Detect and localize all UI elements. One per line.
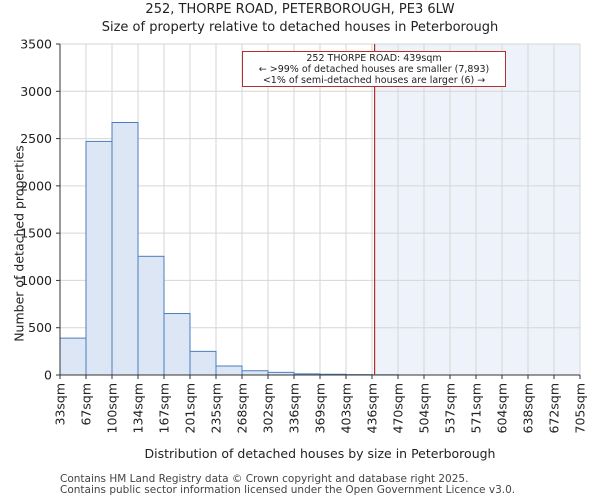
marker-annotation: 252 THORPE ROAD: 439sqm ← >99% of detach… — [242, 51, 506, 87]
y-tick-label: 500 — [28, 320, 52, 335]
histogram-bar — [163, 313, 191, 376]
x-tick-label: 100sqm — [105, 383, 120, 433]
y-tick-label: 3000 — [20, 84, 52, 99]
x-tick-label: 672sqm — [547, 383, 562, 433]
y-tick-label: 2500 — [20, 131, 52, 146]
footer-line-1: Contains HM Land Registry data © Crown c… — [60, 473, 469, 485]
chart-title: 252, THORPE ROAD, PETERBOROUGH, PE3 6LW — [145, 2, 455, 17]
x-tick-label: 403sqm — [339, 383, 354, 433]
x-tick-label: 134sqm — [131, 383, 146, 433]
x-tick-label: 302sqm — [261, 383, 276, 433]
x-tick-label: 638sqm — [521, 383, 536, 433]
histogram-bar — [137, 255, 165, 376]
x-tick-label: 604sqm — [495, 383, 510, 433]
annotation-line-1: 252 THORPE ROAD: 439sqm — [306, 53, 442, 64]
x-tick-label: 67sqm — [79, 383, 94, 426]
y-tick-label: 1000 — [20, 273, 52, 288]
histogram-bar — [59, 337, 87, 376]
histogram-bar — [215, 365, 243, 376]
x-tick-label: 537sqm — [443, 383, 458, 433]
x-axis-label: Distribution of detached houses by size … — [144, 446, 496, 461]
x-tick-label: 268sqm — [235, 383, 250, 433]
x-tick-label: 504sqm — [417, 383, 432, 433]
x-tick-label: 705sqm — [573, 383, 588, 433]
y-tick-label: 1500 — [20, 226, 52, 241]
x-tick-label: 33sqm — [53, 383, 68, 426]
histogram-bar — [111, 121, 139, 376]
x-tick-label: 571sqm — [469, 383, 484, 433]
footer-line-2: Contains public sector information licen… — [60, 484, 516, 496]
y-axis-label: Number of detached properties — [11, 145, 27, 342]
x-tick-label: 235sqm — [209, 383, 224, 433]
x-tick-label: 470sqm — [391, 383, 406, 433]
y-tick-label: 0 — [44, 368, 52, 383]
histogram-bar — [189, 350, 217, 376]
x-tick-label: 201sqm — [183, 383, 198, 433]
histogram-bar — [241, 370, 269, 376]
x-tick-label: 436sqm — [365, 383, 380, 433]
y-tick-label: 3500 — [20, 37, 52, 52]
highlight-region — [374, 44, 580, 375]
annotation-line-3: <1% of semi-detached houses are larger (… — [262, 75, 486, 86]
y-tick-label: 2000 — [20, 178, 52, 193]
x-tick-label: 167sqm — [157, 383, 172, 433]
x-tick-label: 336sqm — [287, 383, 302, 433]
chart-subtitle: Size of property relative to detached ho… — [101, 20, 499, 35]
histogram-bar — [85, 140, 113, 376]
annotation-line-2: ← >99% of detached houses are smaller (7… — [258, 64, 490, 75]
x-tick-label: 369sqm — [313, 383, 328, 433]
